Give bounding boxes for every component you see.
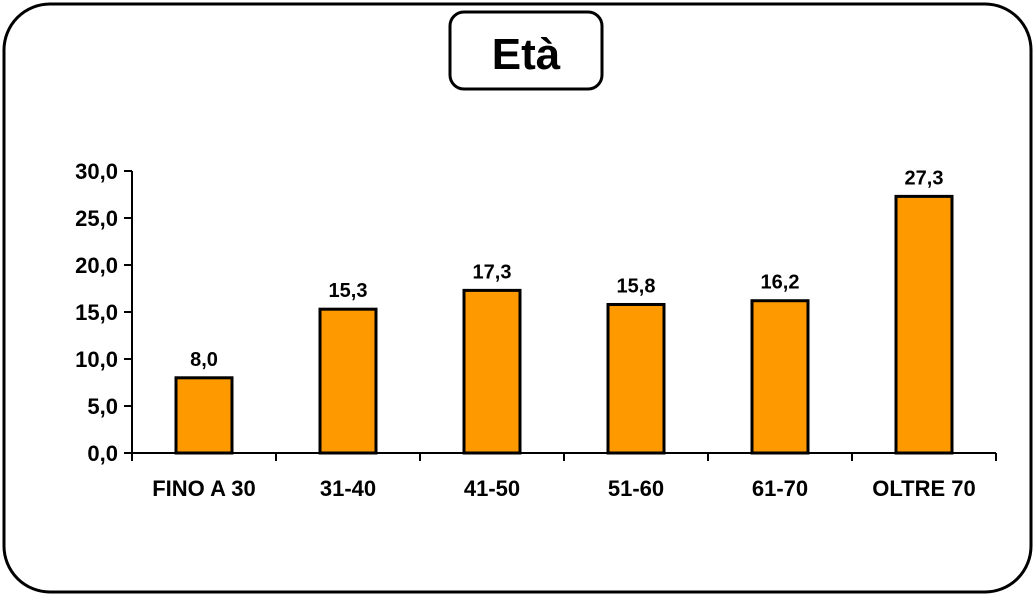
bar <box>462 288 522 455</box>
y-tick-label: 20,0 <box>75 253 118 278</box>
chart-title: Età <box>492 30 561 79</box>
title-box <box>448 10 604 91</box>
data-label: 16,2 <box>761 272 800 294</box>
data-label: 8,0 <box>190 349 218 371</box>
x-tick-label: FINO A 30 <box>152 476 256 501</box>
y-tick-label: 25,0 <box>75 206 118 231</box>
x-tick-label: 41-50 <box>464 476 520 501</box>
bar <box>606 302 666 455</box>
x-tick-label: 61-70 <box>752 476 808 501</box>
y-tick-label: 10,0 <box>75 347 118 372</box>
y-tick-label: 30,0 <box>75 159 118 184</box>
data-label: 27,3 <box>905 167 944 189</box>
bar <box>174 376 234 455</box>
bar <box>894 194 954 455</box>
x-tick-label: OLTRE 70 <box>872 476 976 501</box>
x-tick-label: 51-60 <box>608 476 664 501</box>
y-tick-label: 15,0 <box>75 300 118 325</box>
plot-area: 0,0 5,0 10,0 15,0 20,0 25,0 30,0 8,0 FINO A 30 15… <box>75 159 997 501</box>
bar <box>750 299 810 455</box>
data-label: 15,3 <box>329 280 368 302</box>
bar <box>318 307 378 455</box>
y-tick-label: 0,0 <box>87 441 118 466</box>
x-tick-label: 31-40 <box>320 476 376 501</box>
y-tick-label: 5,0 <box>87 394 118 419</box>
data-label: 17,3 <box>473 261 512 283</box>
data-label: 15,8 <box>617 275 656 297</box>
